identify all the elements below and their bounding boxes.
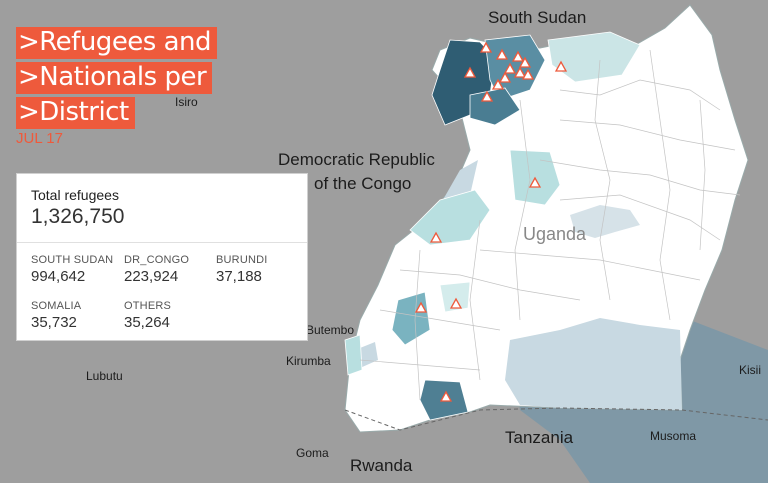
stat-label: OTHERS bbox=[124, 300, 172, 312]
settlement-triangle-icon[interactable] bbox=[439, 390, 453, 402]
lake-kyoga bbox=[570, 205, 640, 238]
stat-burundi: BURUNDI 37,188 bbox=[216, 254, 268, 285]
label-goma: Goma bbox=[296, 446, 329, 460]
settlement-triangle-icon[interactable] bbox=[414, 301, 428, 313]
title-line: >District bbox=[16, 97, 135, 129]
title-line: >Refugees and bbox=[16, 27, 218, 59]
settlement-triangle-icon[interactable] bbox=[498, 71, 512, 83]
settlement-markers[interactable] bbox=[414, 41, 568, 402]
label-butembo: Butembo bbox=[306, 323, 355, 337]
settlement-triangle-icon[interactable] bbox=[528, 176, 542, 188]
stats-panel: Total refugees 1,326,750 SOUTH SUDAN 994… bbox=[16, 173, 308, 341]
label-musoma: Musoma bbox=[650, 429, 697, 443]
settlement-triangle-icon[interactable] bbox=[513, 66, 527, 78]
divider bbox=[17, 242, 307, 243]
label-kirumba: Kirumba bbox=[286, 354, 331, 368]
stat-label: DR_CONGO bbox=[124, 254, 190, 266]
settlement-triangle-icon[interactable] bbox=[429, 231, 443, 243]
settlement-triangle-icon[interactable] bbox=[491, 78, 505, 90]
settlement-triangle-icon[interactable] bbox=[518, 56, 532, 68]
stat-dr-congo: DR_CONGO 223,924 bbox=[124, 254, 189, 285]
label-lubutu: Lubutu bbox=[86, 369, 123, 383]
map-title: >Refugees and >Nationals per >District bbox=[16, 27, 218, 132]
label-tanzania: Tanzania bbox=[505, 428, 574, 447]
stat-label: SOUTH SUDAN bbox=[31, 254, 114, 266]
settlement-triangle-icon[interactable] bbox=[521, 68, 535, 80]
district-borders bbox=[359, 49, 741, 401]
label-south-sudan: South Sudan bbox=[488, 8, 587, 27]
settlement-triangle-icon[interactable] bbox=[511, 50, 525, 62]
stat-somalia: SOMALIA 35,732 bbox=[31, 300, 81, 331]
total-value: 1,326,750 bbox=[31, 205, 125, 228]
stat-value: 35,264 bbox=[124, 314, 170, 331]
settlement-triangle-icon[interactable] bbox=[449, 297, 463, 309]
settlement-triangle-icon[interactable] bbox=[503, 62, 517, 74]
stat-label: SOMALIA bbox=[31, 300, 82, 312]
stat-south-sudan: SOUTH SUDAN 994,642 bbox=[31, 254, 113, 285]
stat-value: 994,642 bbox=[31, 268, 86, 285]
date-label: JUL 17 bbox=[16, 130, 63, 147]
settlement-triangle-icon[interactable] bbox=[480, 90, 494, 102]
total-label: Total refugees bbox=[31, 187, 119, 203]
district-kisoro[interactable] bbox=[344, 334, 363, 376]
settlement-triangle-icon[interactable] bbox=[479, 41, 493, 53]
label-uganda: Uganda bbox=[523, 224, 587, 244]
stat-others: OTHERS 35,264 bbox=[124, 300, 171, 331]
settlement-triangle-icon[interactable] bbox=[463, 66, 477, 78]
settlement-triangle-icon[interactable] bbox=[495, 48, 509, 60]
district-hoima[interactable] bbox=[409, 189, 491, 246]
label-drc-1: Democratic Republic bbox=[278, 150, 435, 169]
label-rwanda: Rwanda bbox=[350, 456, 413, 475]
tanzania-border bbox=[344, 407, 768, 431]
stat-value: 37,188 bbox=[216, 268, 262, 285]
district-kitgum[interactable] bbox=[547, 31, 641, 83]
label-kisii: Kisii bbox=[739, 363, 762, 377]
district-kyegegwa[interactable] bbox=[439, 281, 471, 313]
title-line: >Nationals per bbox=[16, 62, 213, 94]
label-drc-2: of the Congo bbox=[314, 174, 412, 193]
stat-label: BURUNDI bbox=[216, 254, 268, 266]
stat-value: 223,924 bbox=[124, 268, 179, 285]
lake-victoria-ug bbox=[505, 318, 682, 410]
label-isiro: Isiro bbox=[175, 95, 198, 109]
settlement-triangle-icon[interactable] bbox=[554, 60, 568, 72]
stat-value: 35,732 bbox=[31, 314, 77, 331]
